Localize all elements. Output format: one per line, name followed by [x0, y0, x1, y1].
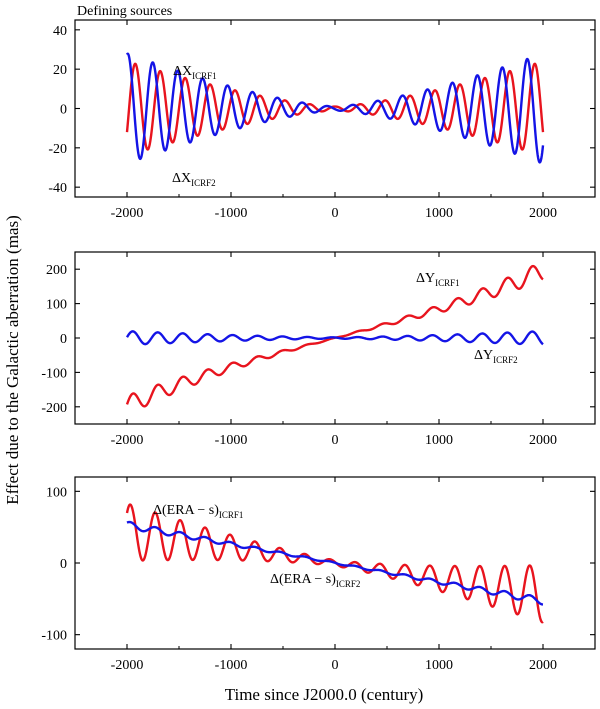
series-line-icrf1 — [125, 62, 545, 151]
y-tick-label: 200 — [46, 263, 67, 278]
y-tick-label: 0 — [60, 332, 67, 347]
panel-delta-y: -2000 -1000 0 1000 2000-200-1000100200ΔYICRF… — [41, 251, 596, 448]
y-tick-label: 20 — [53, 63, 67, 78]
series-label-main: ΔX — [172, 171, 191, 186]
x-tick-label: -2000 — [111, 658, 144, 673]
series-label-sub: ICRF2 — [493, 355, 518, 365]
series-label-sub: ICRF2 — [191, 178, 216, 188]
x-tick-label: 1000 — [425, 658, 453, 673]
y-tick-label: -200 — [41, 401, 67, 416]
x-tick-label: -1000 — [215, 206, 248, 221]
y-tick-label: 100 — [46, 485, 67, 500]
x-tick-label: 0 — [332, 206, 339, 221]
series-label-main: Δ(ERA − s) — [153, 503, 219, 518]
series-line-icrf1 — [125, 264, 544, 408]
x-tick-label: -2000 — [111, 206, 144, 221]
x-tick-label: 0 — [332, 658, 339, 673]
series-label-main: ΔY — [416, 271, 435, 286]
series-label-icrf1: ΔYICRF1 — [416, 271, 460, 288]
series-line-icrf2 — [125, 330, 544, 346]
y-tick-label: -20 — [48, 142, 67, 157]
x-tick-label: 1000 — [425, 433, 453, 448]
series-label-sub: ICRF1 — [219, 510, 244, 520]
y-tick-label: 40 — [53, 24, 67, 39]
x-axis-title: Time since J2000.0 (century) — [225, 685, 424, 704]
y-tick-label: -100 — [41, 629, 67, 644]
x-tick-label: 0 — [332, 433, 339, 448]
panel-delta-x: -2000 -1000 0 1000 2000-40-2002040ΔXICRF1ΔXI… — [48, 19, 596, 221]
series-line-icrf2 — [126, 520, 544, 606]
figure-title: Defining sources — [77, 4, 172, 19]
x-tick-label: 2000 — [529, 206, 557, 221]
series-label-main: ΔY — [474, 348, 493, 363]
y-tick-label: 0 — [60, 103, 67, 118]
y-axis-title: Effect due to the Galactic aberration (m… — [3, 215, 22, 505]
series-label-icrf2: Δ(ERA − s)ICRF2 — [270, 572, 360, 589]
series-label-sub: ICRF1 — [435, 278, 460, 288]
x-tick-label: -2000 — [111, 433, 144, 448]
y-tick-label: 100 — [46, 298, 67, 313]
series-label-main: ΔX — [173, 64, 192, 79]
y-tick-label: -40 — [48, 181, 67, 196]
series-label-icrf2: ΔXICRF2 — [172, 171, 216, 188]
series-label-sub: ICRF1 — [192, 71, 217, 81]
x-tick-label: 2000 — [529, 658, 557, 673]
series-label-icrf1: Δ(ERA − s)ICRF1 — [153, 503, 243, 520]
x-tick-label: -1000 — [215, 658, 248, 673]
series-label-main: Δ(ERA − s) — [270, 572, 336, 587]
series-label-sub: ICRF2 — [336, 579, 361, 589]
x-tick-label: 2000 — [529, 433, 557, 448]
x-tick-label: 1000 — [425, 206, 453, 221]
y-tick-label: -100 — [41, 366, 67, 381]
series-label-icrf1: ΔXICRF1 — [173, 64, 217, 81]
series-line-icrf2 — [125, 52, 545, 164]
series-label-icrf2: ΔYICRF2 — [474, 348, 518, 365]
y-tick-label: 0 — [60, 557, 67, 572]
x-tick-label: -1000 — [215, 433, 248, 448]
